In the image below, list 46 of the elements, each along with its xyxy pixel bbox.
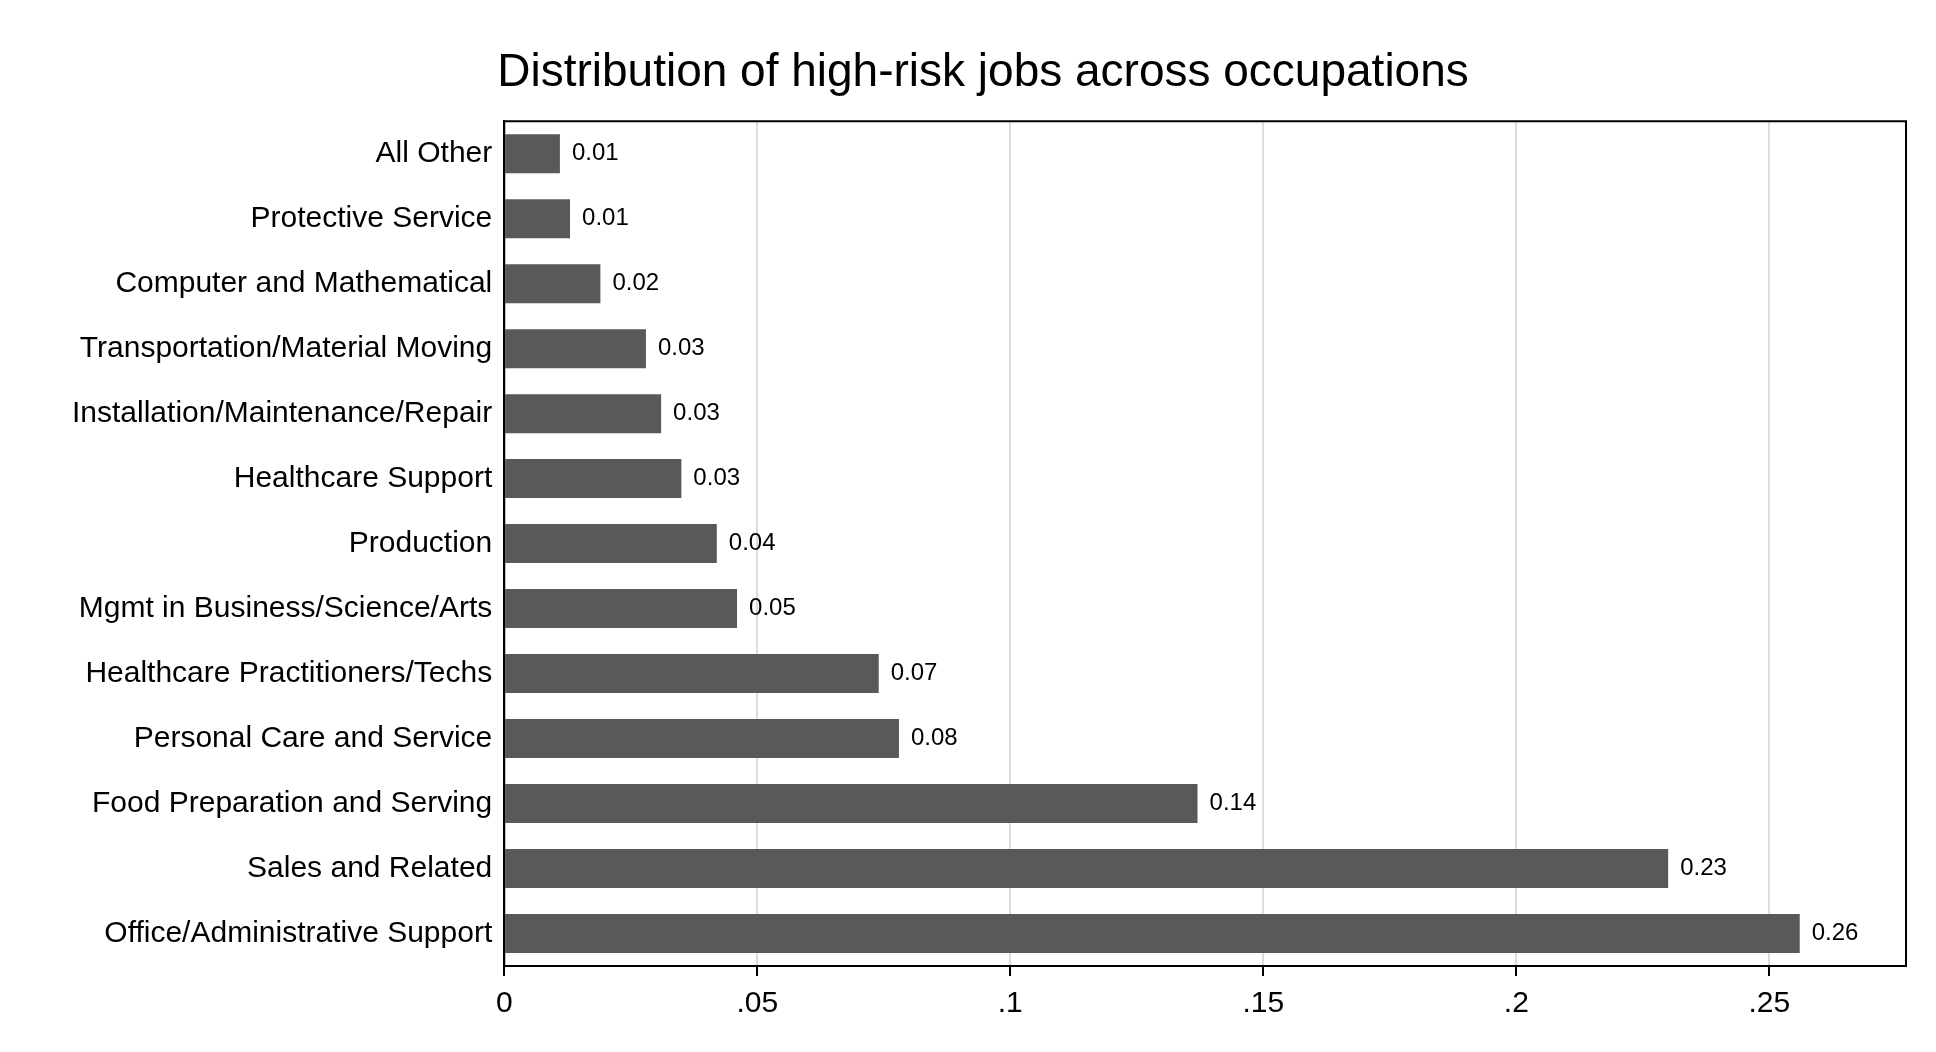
y-tick-label: Healthcare Practitioners/Techs — [85, 654, 493, 688]
data-label: 0.03 — [657, 333, 705, 361]
bar — [505, 134, 560, 174]
data-label: 0.01 — [571, 138, 619, 166]
chart-title: Distribution of high-risk jobs across occupations — [497, 44, 1469, 97]
data-label: 0.02 — [612, 268, 660, 296]
bar — [505, 199, 571, 239]
y-tick-label: Office/Administrative Support — [104, 914, 493, 948]
data-label: 0.03 — [693, 463, 741, 491]
x-tick-label: .05 — [736, 985, 779, 1019]
y-tick-label: Installation/Maintenance/Repair — [72, 394, 493, 428]
y-tick-label: Personal Care and Service — [133, 719, 493, 753]
y-tick-label: All Other — [375, 134, 493, 168]
data-label: 0.08 — [910, 723, 958, 751]
bar — [505, 524, 717, 564]
y-tick-label: Transportation/Material Moving — [79, 329, 493, 363]
bar — [505, 719, 899, 759]
bar — [505, 654, 879, 694]
x-tick-label: .15 — [1242, 985, 1285, 1019]
bar — [505, 914, 1800, 953]
y-tick-label: Production — [348, 524, 493, 558]
y-tick-label: Food Preparation and Serving — [91, 784, 493, 818]
x-tick-label: .2 — [1503, 985, 1529, 1019]
data-label: 0.14 — [1209, 788, 1257, 816]
bar — [505, 849, 1669, 889]
data-label: 0.23 — [1680, 853, 1727, 881]
y-tick-label: Protective Service — [250, 199, 493, 233]
x-tick-label: .1 — [997, 985, 1023, 1019]
data-label: 0.26 — [1811, 918, 1859, 946]
bar — [505, 589, 738, 629]
bar — [505, 459, 682, 499]
x-tick-label: .25 — [1748, 985, 1791, 1019]
y-tick-label: Computer and Mathematical — [115, 264, 493, 298]
x-tick-label: 0 — [495, 985, 513, 1019]
bar — [505, 394, 662, 434]
y-tick-label: Healthcare Support — [233, 459, 493, 493]
bar — [505, 784, 1198, 824]
y-tick-label: Sales and Related — [247, 849, 493, 883]
data-label: 0.07 — [890, 658, 938, 686]
y-tick-label: Mgmt in Business/Science/Arts — [78, 589, 493, 623]
data-label: 0.05 — [749, 593, 796, 621]
data-label: 0.04 — [728, 528, 776, 556]
bar — [505, 329, 646, 369]
bar — [505, 264, 601, 304]
data-label: 0.03 — [673, 398, 720, 426]
data-label: 0.01 — [582, 203, 629, 231]
